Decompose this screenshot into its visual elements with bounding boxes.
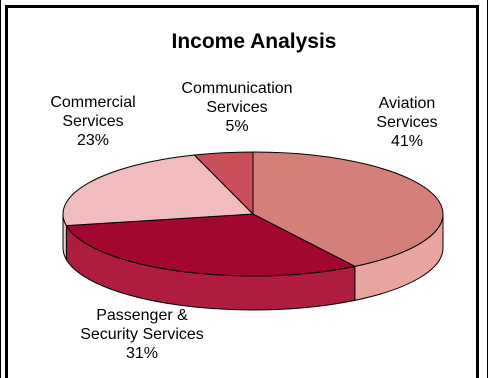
slice-label-1: Passenger & Security Services 31% bbox=[80, 307, 204, 362]
chart-title: Income Analysis bbox=[172, 30, 337, 53]
outer-rule-left bbox=[0, 0, 1, 378]
slice-label-2: Commercial Services 23% bbox=[50, 94, 135, 149]
pie-slice-2 bbox=[62, 154, 255, 227]
pie-slice-1 bbox=[65, 213, 357, 277]
slice-label-3: Communication Services 5% bbox=[181, 80, 292, 135]
slice-labels: Aviation Services 41% Passenger & Security S… bbox=[50, 80, 437, 362]
slice-label-0: Aviation Services 41% bbox=[376, 95, 437, 150]
pie-slice-0 bbox=[252, 151, 444, 267]
pie-tops bbox=[62, 151, 444, 277]
pie-slice-3 bbox=[193, 151, 254, 216]
